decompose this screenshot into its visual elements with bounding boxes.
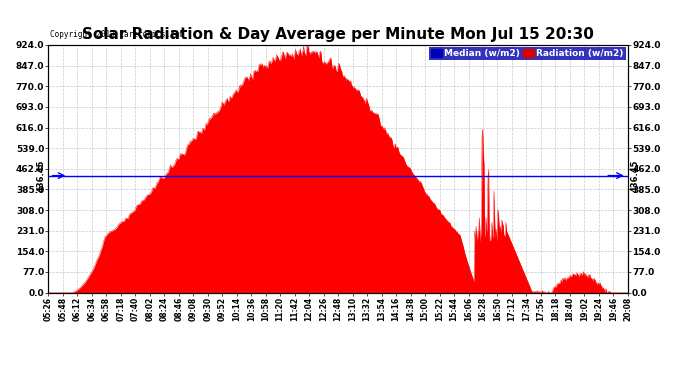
Title: Solar Radiation & Day Average per Minute Mon Jul 15 20:30: Solar Radiation & Day Average per Minute… (82, 27, 594, 42)
Legend: Median (w/m2), Radiation (w/m2): Median (w/m2), Radiation (w/m2) (428, 47, 626, 60)
Text: Copyright 2013 Cartronics.com: Copyright 2013 Cartronics.com (50, 30, 184, 39)
Text: 436.45: 436.45 (37, 159, 46, 192)
Text: 436.45: 436.45 (631, 159, 640, 192)
